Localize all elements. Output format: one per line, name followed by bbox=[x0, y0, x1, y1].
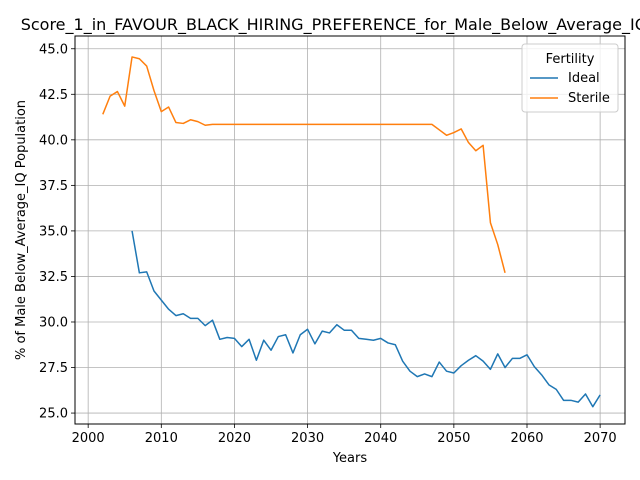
series-line-ideal bbox=[131, 230, 601, 408]
x-tick-label: 2040 bbox=[364, 431, 397, 446]
plot-frame bbox=[74, 35, 626, 425]
legend-label-ideal: Ideal bbox=[568, 71, 600, 86]
series-line-sterile bbox=[102, 56, 506, 273]
x-tick-label: 2050 bbox=[437, 431, 470, 446]
x-tick-label: 2020 bbox=[218, 431, 251, 446]
x-axis-ticks: 2000 2010 2020 2030 2040 2050 2060 2070 bbox=[72, 424, 617, 446]
y-axis-ticks: 25.0 27.5 30.0 32.5 35.0 37.5 40.0 42.5 45.0 bbox=[39, 42, 75, 422]
legend-title: Fertility bbox=[546, 52, 595, 67]
x-axis-label: Years bbox=[332, 451, 368, 466]
y-tick-label: 37.5 bbox=[39, 179, 68, 194]
legend: Fertility Ideal Sterile bbox=[521, 43, 619, 113]
x-tick-label: 2030 bbox=[291, 431, 324, 446]
y-tick-label: 32.5 bbox=[39, 270, 68, 285]
y-tick-label: 35.0 bbox=[39, 224, 68, 239]
x-tick-label: 2060 bbox=[510, 431, 543, 446]
y-tick-label: 30.0 bbox=[39, 315, 68, 330]
x-tick-label: 2010 bbox=[145, 431, 178, 446]
y-tick-label: 27.5 bbox=[39, 361, 68, 376]
plot-series bbox=[102, 56, 601, 408]
grid-lines bbox=[75, 36, 625, 424]
y-tick-label: 25.0 bbox=[39, 407, 68, 422]
y-tick-label: 42.5 bbox=[39, 88, 68, 103]
legend-box bbox=[521, 43, 619, 113]
x-tick-label: 2070 bbox=[584, 431, 617, 446]
y-tick-label: 45.0 bbox=[39, 42, 68, 57]
x-tick-label: 2000 bbox=[72, 431, 105, 446]
y-tick-label: 40.0 bbox=[39, 133, 68, 148]
y-axis-label: % of Male Below_Average_IQ Population bbox=[14, 100, 29, 360]
legend-label-sterile: Sterile bbox=[568, 91, 610, 106]
chart-title: Score_1_in_FAVOUR_BLACK_HIRING_PREFERENC… bbox=[21, 15, 640, 35]
